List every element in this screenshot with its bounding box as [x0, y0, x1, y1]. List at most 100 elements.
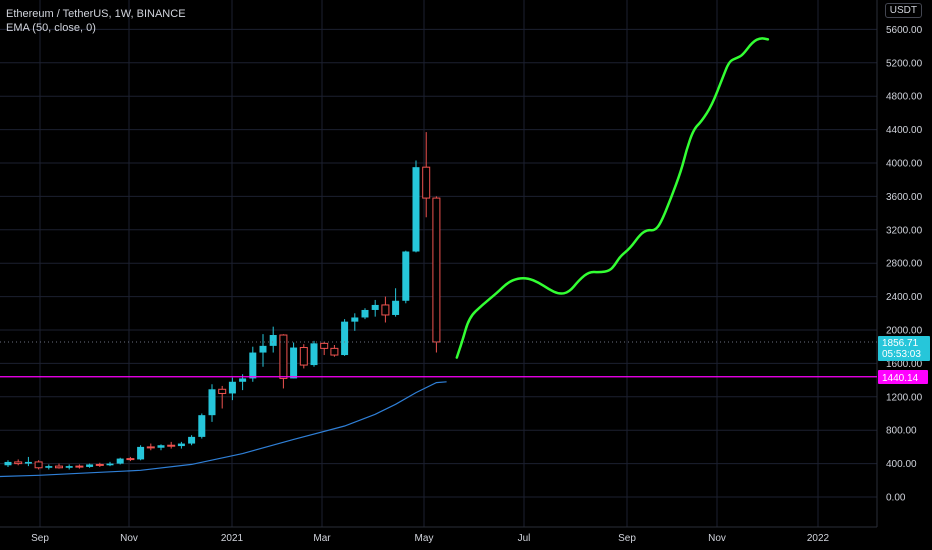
candle-body — [106, 463, 114, 466]
time-tick-label: May — [415, 533, 434, 544]
candle-up — [137, 445, 145, 461]
candle-body — [351, 317, 359, 322]
candle-body — [330, 347, 339, 356]
candle-body — [157, 445, 165, 448]
price-tick-label: 4800.00 — [886, 92, 923, 103]
candle-body — [177, 443, 185, 447]
candle-up — [116, 457, 124, 465]
candle-body — [422, 166, 431, 199]
candle-down — [14, 459, 23, 466]
candle-body — [432, 197, 441, 343]
price-axis[interactable]: 0.00 400.00 800.00 1200.00 1600.00 2000.00 240… — [886, 25, 923, 504]
candle-body — [198, 415, 206, 437]
candle-up — [198, 413, 206, 439]
candle-up — [412, 160, 420, 253]
candle-down — [320, 341, 329, 356]
candle-down — [422, 132, 431, 218]
candle-body — [239, 378, 247, 382]
candle-down — [330, 345, 339, 357]
candle-body — [320, 342, 329, 349]
candle-body — [259, 345, 267, 353]
current-price-label-bg — [878, 336, 930, 361]
candle-body — [137, 446, 145, 460]
time-tick-label: Nov — [120, 533, 138, 544]
ema-line-group — [0, 381, 447, 478]
candle-up — [361, 308, 369, 320]
candle-up — [351, 313, 359, 331]
candle-up — [188, 435, 196, 446]
candle-body — [341, 321, 349, 356]
candle-down — [55, 463, 63, 469]
candle-body — [208, 389, 216, 416]
support-price-label-bg — [878, 370, 928, 384]
indicator-title[interactable]: EMA (50, close, 0) — [6, 22, 96, 34]
candle-up — [45, 464, 53, 470]
candle-body — [402, 251, 410, 301]
candle-body — [310, 343, 318, 366]
time-tick-label: 2022 — [807, 533, 830, 544]
candle-up — [402, 250, 410, 304]
prediction-curve — [455, 37, 770, 359]
candle-body — [269, 335, 277, 346]
time-tick-label: Jul — [518, 533, 531, 544]
candle-body — [279, 334, 288, 379]
candle-up — [371, 299, 379, 317]
candle-up — [24, 456, 32, 467]
price-tick-label: 2400.00 — [886, 292, 923, 303]
chart-legend: Ethereum / TetherUS, 1W, BINANCE EMA (50… — [6, 7, 186, 35]
price-tick-label: 5600.00 — [886, 25, 923, 36]
price-tick-label: 1200.00 — [886, 392, 923, 403]
candle-body — [126, 458, 135, 461]
candle-down — [95, 462, 104, 467]
candle-up — [310, 340, 318, 367]
candle-body — [381, 304, 390, 316]
candle-down — [34, 460, 43, 470]
candle-up — [341, 319, 349, 356]
support-price-label: 1440.14 — [882, 373, 919, 384]
ema-50-line — [0, 381, 447, 478]
candle-body — [45, 466, 53, 468]
currency-button[interactable]: USDT — [884, 3, 922, 18]
price-labels: 1856.71 05:53:03 1440.14 — [878, 336, 930, 384]
candle-up — [65, 464, 73, 470]
candle-up — [269, 326, 277, 353]
horizontal-lines-group — [0, 341, 877, 378]
symbol-title[interactable]: Ethereum / TetherUS, 1W, BINANCE — [6, 8, 186, 20]
candle-down — [167, 441, 176, 449]
candle-body — [75, 465, 84, 468]
time-axis[interactable]: Sep Nov 2021 Mar May Jul Sep Nov 2022 — [31, 533, 829, 544]
candle-up — [157, 444, 165, 451]
price-tick-label: 5200.00 — [886, 58, 923, 69]
candle-body — [146, 446, 155, 449]
candle-body — [299, 347, 308, 366]
candle-body — [412, 167, 420, 252]
time-tick-label: Mar — [313, 533, 331, 544]
candle-body — [4, 461, 12, 466]
candle-down — [146, 443, 155, 451]
candle-down — [126, 456, 135, 462]
candle-body — [34, 461, 43, 469]
candle-body — [167, 444, 176, 447]
candle-body — [95, 463, 104, 466]
candle-up — [259, 334, 267, 367]
candle-body — [55, 465, 63, 469]
candle-up — [392, 288, 400, 317]
candle-body — [361, 309, 369, 318]
candle-up — [228, 377, 236, 401]
candle-body — [290, 347, 298, 379]
candle-up — [86, 463, 94, 468]
candle-body — [218, 388, 227, 394]
candle-down — [279, 334, 288, 389]
candle-body — [228, 381, 236, 394]
candle-up — [290, 342, 298, 379]
price-tick-label: 400.00 — [886, 459, 917, 470]
price-tick-label: 800.00 — [886, 426, 917, 437]
candle-body — [249, 352, 257, 379]
price-tick-label: 4400.00 — [886, 125, 923, 136]
time-tick-label: 2021 — [221, 533, 244, 544]
candle-down — [75, 464, 84, 469]
countdown-label: 05:53:03 — [882, 349, 921, 360]
price-tick-label: 0.00 — [886, 493, 906, 504]
